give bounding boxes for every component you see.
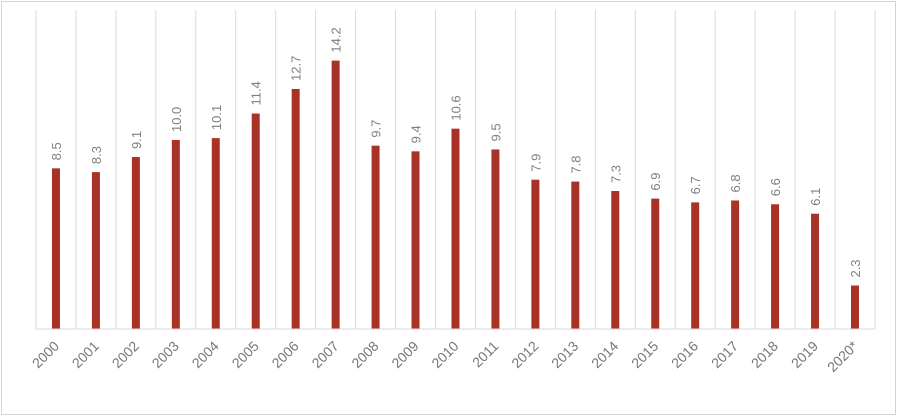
bar-2015 — [651, 198, 660, 329]
bar-2017 — [731, 200, 740, 329]
data-label: 7.9 — [528, 154, 543, 172]
data-label: 6.8 — [728, 174, 743, 192]
x-tick-label: 2006 — [268, 338, 301, 371]
bar-2009 — [411, 151, 420, 329]
bar-2008 — [371, 145, 380, 329]
x-tick-label: 2001 — [69, 338, 102, 371]
bar-2004 — [211, 138, 220, 329]
x-tick-label: 2003 — [149, 338, 182, 371]
bar-2010 — [451, 128, 460, 329]
x-tick-label: 2004 — [189, 338, 222, 371]
x-axis-tick-labels: 2000 2001 2002 2003 2004 2005 2006 2007 2008 2009… — [29, 337, 862, 375]
x-tick-label: 2013 — [548, 338, 581, 371]
data-label: 6.6 — [768, 178, 783, 196]
bar-2005 — [251, 113, 260, 329]
bar-2016 — [691, 202, 700, 329]
data-label: 9.5 — [488, 123, 503, 141]
x-tick-label: 2016 — [668, 338, 701, 371]
x-tick-label: 2014 — [588, 338, 621, 371]
x-tick-label: 2012 — [508, 338, 541, 371]
bar-2001 — [91, 172, 100, 329]
data-label: 9.4 — [409, 125, 424, 143]
x-tick-label: 2005 — [229, 338, 262, 371]
bar-2007 — [331, 60, 340, 330]
data-label: 2.3 — [848, 259, 863, 277]
data-label: 7.8 — [568, 156, 583, 174]
data-label: 6.1 — [808, 188, 823, 206]
x-tick-label: 2010 — [428, 338, 461, 371]
bar-2013 — [571, 181, 580, 329]
data-labels: 8.5 8.3 9.1 10.0 10.1 11.4 12.7 14.2 9.7 9.4 10.6 9… — [49, 27, 863, 277]
bar-2002 — [131, 157, 140, 329]
data-label: 9.1 — [129, 131, 144, 149]
category-gridlines — [35, 10, 876, 329]
data-label: 14.2 — [329, 27, 344, 52]
x-tick-label: 2011 — [469, 338, 502, 371]
data-label: 9.7 — [369, 120, 384, 138]
x-tick-label: 2000 — [29, 338, 62, 371]
bar-2018 — [771, 204, 780, 329]
data-label: 10.6 — [448, 95, 463, 120]
x-tick-label: 2018 — [748, 338, 781, 371]
x-tick-label: 2019 — [788, 338, 821, 371]
bar-2019 — [811, 213, 820, 329]
data-label: 12.7 — [289, 56, 304, 81]
bar-2003 — [171, 140, 180, 329]
data-label: 10.0 — [169, 107, 184, 132]
x-tick-label: 2020* — [824, 337, 862, 375]
data-label: 6.9 — [648, 173, 663, 191]
x-tick-label: 2007 — [308, 338, 341, 371]
bar-2014 — [611, 191, 620, 329]
x-tick-label: 2017 — [708, 338, 741, 371]
bar-2011 — [491, 149, 500, 329]
x-tick-label: 2015 — [628, 338, 661, 371]
x-tick-label: 2009 — [388, 338, 421, 371]
bar-2020* — [850, 285, 859, 329]
data-label: 6.7 — [688, 176, 703, 194]
data-label: 8.3 — [89, 146, 104, 164]
data-label: 7.3 — [608, 165, 623, 183]
data-label: 10.1 — [209, 105, 224, 130]
bar-series — [51, 60, 859, 330]
data-label: 8.5 — [49, 142, 64, 160]
bar-2000 — [51, 168, 60, 329]
x-tick-label: 2008 — [348, 338, 381, 371]
x-tick-label: 2002 — [109, 338, 142, 371]
bar-2006 — [291, 88, 300, 329]
bar-2012 — [531, 179, 540, 329]
data-label: 11.4 — [249, 81, 264, 105]
